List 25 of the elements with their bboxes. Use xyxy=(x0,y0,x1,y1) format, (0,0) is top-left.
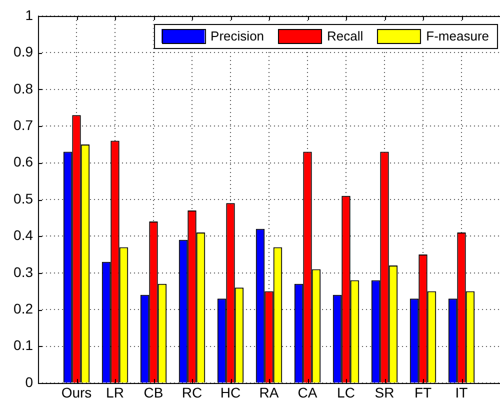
y-tick-label: 0.5 xyxy=(14,190,34,206)
x-tick-label: FT xyxy=(414,384,432,400)
y-tick-label: 0.7 xyxy=(14,116,34,133)
y-tick-label: 0.9 xyxy=(14,44,34,60)
x-tick-label: CB xyxy=(144,384,164,400)
x-tick-label: CA xyxy=(298,384,318,400)
y-tick-label: 0.4 xyxy=(14,227,34,244)
y-tick-label: 0 xyxy=(25,374,34,390)
legend-label: Precision xyxy=(210,28,264,44)
y-tick-label: 0.1 xyxy=(14,337,34,354)
legend-label: Recall xyxy=(327,28,364,44)
x-tick-label: SR xyxy=(374,384,394,400)
y-tick-label: 0.3 xyxy=(14,264,34,280)
x-tick-label: RC xyxy=(182,384,202,400)
x-tick-label: IT xyxy=(455,384,468,400)
x-tick-label: HC xyxy=(220,384,241,400)
legend-label: F-measure xyxy=(426,28,490,44)
y-tick-label: 0.6 xyxy=(14,154,34,170)
y-tick-label: 1 xyxy=(25,6,34,23)
y-tick-label: 0.8 xyxy=(14,80,34,96)
x-tick-label: LR xyxy=(106,384,124,400)
x-tick-label: Ours xyxy=(61,384,92,400)
x-tick-label: LC xyxy=(337,384,355,400)
y-tick-label: 0.2 xyxy=(14,300,34,316)
x-tick-label: RA xyxy=(259,384,280,400)
